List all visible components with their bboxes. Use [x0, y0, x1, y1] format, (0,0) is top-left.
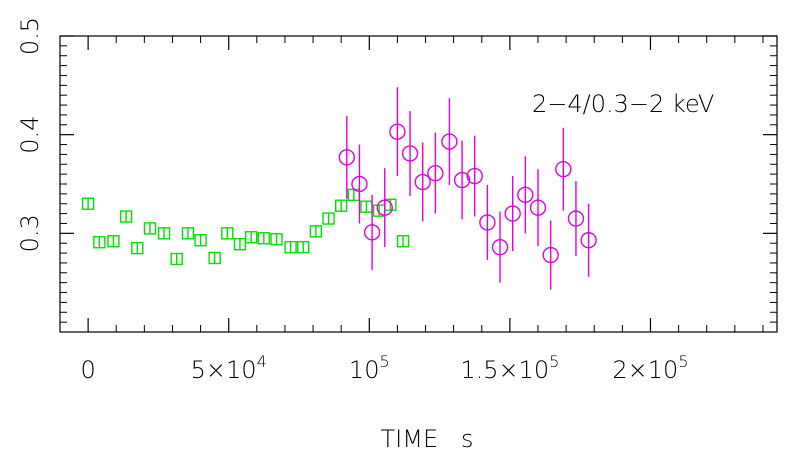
circle-point	[453, 171, 471, 189]
square-point	[221, 227, 234, 240]
square-point	[119, 210, 133, 223]
circle-point	[529, 199, 547, 216]
circle-point	[441, 133, 458, 150]
square-point	[194, 234, 207, 247]
x-axis-title: TIME s	[381, 425, 474, 450]
x-tick-label-exponent: 5	[678, 352, 688, 371]
circle-point	[504, 205, 521, 222]
square-point	[297, 240, 310, 254]
x-tick-label-base: 10	[349, 356, 380, 384]
square-point	[143, 222, 157, 235]
circle-point	[555, 160, 572, 178]
circle-point	[466, 167, 483, 185]
circle-point	[427, 164, 444, 182]
square-point	[131, 241, 144, 255]
circle-point	[542, 246, 559, 264]
x-tick-label-base: 5×10	[191, 356, 257, 384]
square-point	[81, 197, 95, 210]
square-point	[93, 236, 106, 249]
x-tick-label-exponent: 4	[257, 352, 267, 371]
x-tick-label: 105	[349, 352, 390, 384]
y-tick-label: 0.3	[16, 214, 44, 252]
square-point	[181, 227, 195, 240]
x-tick-label-base: 0	[80, 356, 95, 384]
square-point	[309, 225, 323, 238]
square-point	[208, 251, 221, 265]
square-point	[107, 235, 120, 248]
circle-point	[401, 145, 419, 162]
x-tick-label: 2×105	[612, 352, 688, 384]
x-tick-label-base: 1.5×10	[460, 356, 549, 384]
x-tick-label-base: 2×10	[612, 356, 678, 384]
square-point	[284, 240, 297, 254]
circle-point	[363, 224, 381, 241]
y-tick-label: 0.5	[16, 17, 44, 55]
circle-point	[517, 186, 534, 204]
y-tick-label: 0.4	[16, 116, 44, 154]
data-marks	[81, 87, 597, 290]
x-tick-label-exponent: 5	[379, 352, 389, 371]
square-point	[170, 252, 183, 266]
square-point	[157, 227, 171, 240]
circle-point	[389, 123, 406, 140]
circle-point	[580, 232, 597, 249]
circle-point	[491, 238, 509, 256]
square-point	[396, 235, 410, 248]
plot-frame	[59, 35, 778, 333]
circle-point	[567, 210, 585, 227]
x-tick-label: 0	[80, 356, 95, 384]
square-point	[270, 233, 283, 246]
square-point	[322, 212, 335, 225]
square-point	[334, 199, 348, 212]
square-point	[233, 237, 247, 251]
square-point	[257, 232, 271, 245]
circle-point	[479, 214, 496, 231]
axis-ticks	[60, 35, 777, 332]
circle-point	[351, 175, 368, 193]
x-tick-label: 1.5×105	[460, 352, 559, 384]
x-tick-label-exponent: 5	[549, 352, 559, 371]
square-point	[244, 231, 258, 244]
circle-point	[338, 149, 355, 166]
x-tick-label: 5×104	[191, 352, 267, 384]
circle-point	[376, 199, 393, 216]
circle-point	[414, 173, 431, 191]
energy-band-annotation: 2−4/0.3−2 keV	[532, 90, 714, 118]
